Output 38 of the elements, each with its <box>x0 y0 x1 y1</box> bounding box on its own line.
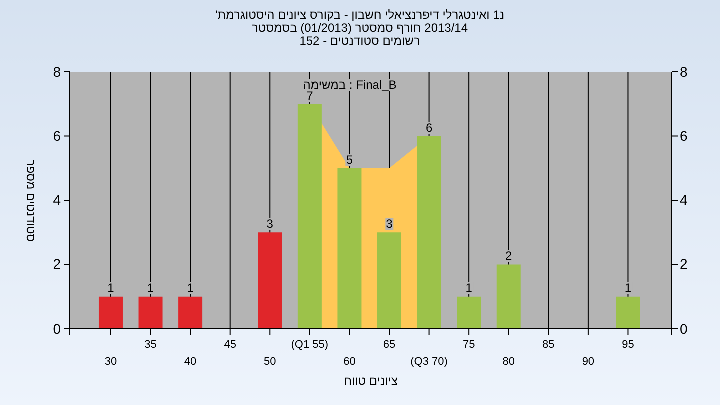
bar <box>417 136 442 329</box>
xtick: (Q3 70) <box>410 357 448 368</box>
bar <box>616 296 640 329</box>
xtick: 50 <box>264 357 276 368</box>
xtick: 35 <box>144 340 157 352</box>
xtick: (Q1 55) <box>291 340 329 352</box>
bar <box>338 168 362 329</box>
xtick: 90 <box>582 357 595 368</box>
title: 'היסטוגרמת ציונים בקורס - חשבון דיפרנציאלי ואינטגרלי 1נ <box>216 9 504 22</box>
bar <box>178 296 203 329</box>
y2tick: 6 <box>680 128 688 143</box>
bar <box>496 264 521 329</box>
ylabel: מספר סטודנטים <box>25 159 37 242</box>
xtick: 45 <box>224 340 236 352</box>
y2tick: 2 <box>680 257 688 272</box>
xtick: 85 <box>542 340 555 352</box>
xtick: 65 <box>383 340 396 352</box>
xtick: 75 <box>462 340 476 352</box>
y2tick: 4 <box>680 193 688 208</box>
ytick: 2 <box>53 257 61 272</box>
xtick: 80 <box>502 357 515 368</box>
ytick: 8 <box>53 64 61 79</box>
xtick: 40 <box>184 357 197 368</box>
y2tick: 0 <box>680 322 688 336</box>
bar <box>138 296 163 329</box>
xtick: 60 <box>344 357 356 368</box>
ytick: 4 <box>53 193 61 208</box>
ytick: 0 <box>53 322 61 336</box>
bar <box>378 232 402 329</box>
bar <box>298 104 322 329</box>
xtick: 95 <box>622 340 634 352</box>
xlabel: טווח ציונים <box>344 375 398 388</box>
ytick: 6 <box>53 128 61 143</box>
bar <box>457 296 482 329</box>
bar <box>98 296 123 329</box>
y2tick: 8 <box>680 64 688 79</box>
bar <box>258 232 282 329</box>
xtick: 30 <box>104 357 118 368</box>
